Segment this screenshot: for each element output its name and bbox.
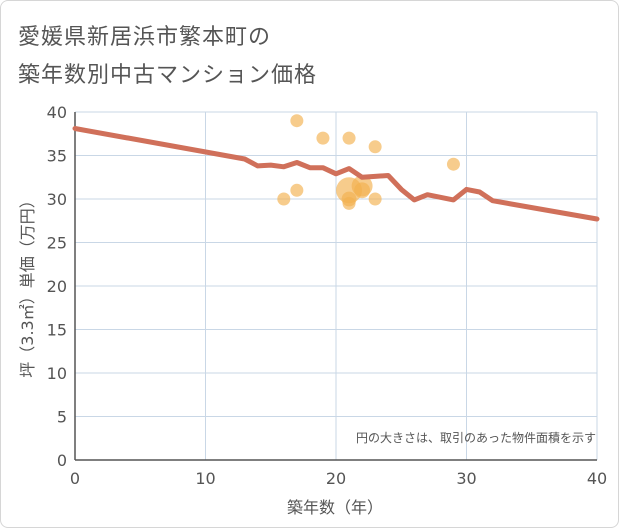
y-tick-label: 20 <box>47 277 67 296</box>
y-tick-label: 30 <box>47 190 67 209</box>
y-tick-label: 15 <box>47 321 67 340</box>
axis-ticks: 0 5 10 15 20 25 30 35 40 0 10 20 30 40 <box>47 103 608 488</box>
y-tick-label: 35 <box>47 147 67 166</box>
scatter-point <box>354 182 371 199</box>
scatter-point <box>368 140 382 154</box>
size-note: 円の大きさは、取引のあった物件面積を示す <box>356 430 596 445</box>
scatter-point <box>316 131 330 145</box>
y-tick-label: 0 <box>57 451 67 470</box>
scatter-points <box>277 114 460 210</box>
x-axis-label: 築年数（年） <box>287 498 383 517</box>
trend-line <box>72 126 600 222</box>
x-tick-label: 40 <box>587 469 607 488</box>
chart-title-line-2: 築年数別中古マンション価格 <box>18 63 318 88</box>
x-tick-label: 30 <box>456 469 476 488</box>
scatter-point <box>342 196 356 210</box>
scatter-point <box>290 114 304 128</box>
x-tick-label: 10 <box>195 469 215 488</box>
y-tick-label: 40 <box>47 103 67 122</box>
grid <box>74 111 598 461</box>
y-tick-label: 5 <box>57 408 67 427</box>
chart-title-line-1: 愛媛県新居浜市繁本町の <box>18 25 272 50</box>
scatter-point <box>446 157 460 171</box>
scatter-point <box>368 192 382 206</box>
scatter-point <box>290 183 304 197</box>
y-tick-label: 25 <box>47 234 67 253</box>
scatter-point <box>277 192 291 206</box>
x-tick-label: 0 <box>70 469 80 488</box>
x-tick-label: 20 <box>326 469 346 488</box>
y-axis-label: 坪（3.3㎡）単価（万円） <box>18 192 37 377</box>
y-tick-label: 10 <box>47 364 67 383</box>
scatter-point <box>342 131 356 145</box>
